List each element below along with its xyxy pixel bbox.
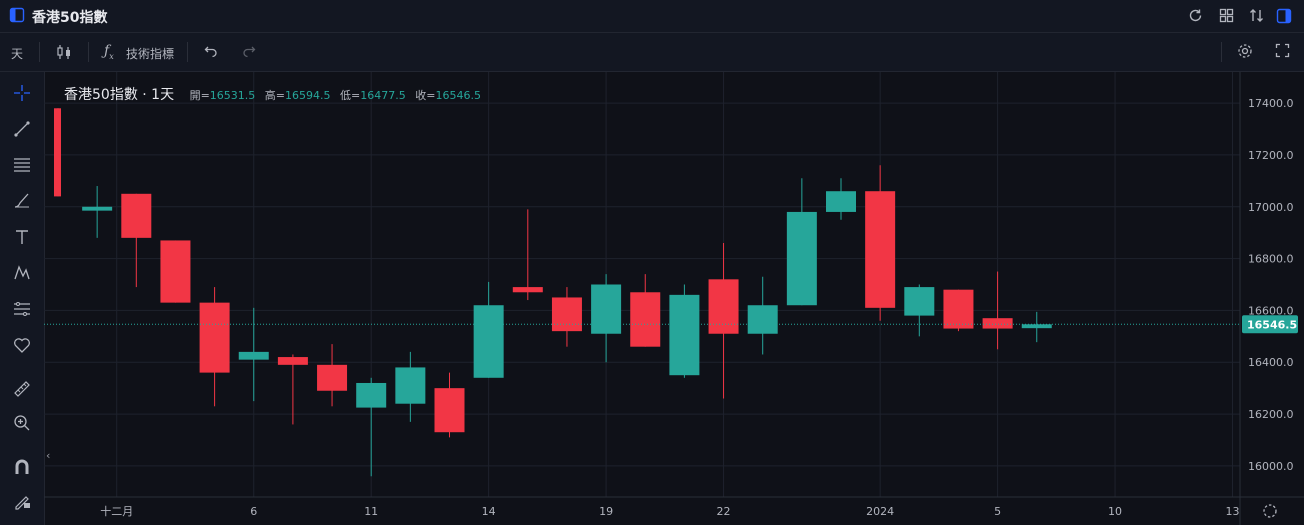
y-tick-label: 16200.0 bbox=[1248, 408, 1294, 421]
top-bar: 香港50指數 bbox=[0, 0, 1304, 33]
high-value: 16594.5 bbox=[285, 89, 331, 102]
y-tick-label: 16400.0 bbox=[1248, 356, 1294, 369]
close-label: 收= bbox=[415, 89, 436, 102]
candle-body bbox=[199, 302, 230, 373]
candle-body bbox=[473, 305, 504, 378]
low-value: 16477.5 bbox=[360, 89, 406, 102]
brush-icon[interactable] bbox=[13, 192, 31, 213]
candle-body bbox=[865, 191, 896, 308]
candle-body bbox=[826, 191, 856, 212]
candle-body bbox=[591, 284, 622, 334]
divider bbox=[1221, 42, 1222, 62]
grid-icon[interactable] bbox=[1219, 8, 1234, 26]
last-price-label: 16546.5 bbox=[1247, 318, 1297, 331]
x-tick-label: 十二月 bbox=[100, 504, 133, 518]
fullscreen-icon[interactable] bbox=[1275, 43, 1290, 61]
candles bbox=[54, 108, 1052, 477]
y-tick-label: 16800.0 bbox=[1248, 253, 1294, 266]
y-tick-label: 16000.0 bbox=[1248, 460, 1294, 473]
chart-grid bbox=[44, 72, 1240, 497]
candle-body bbox=[121, 193, 152, 238]
settings-icon[interactable] bbox=[1237, 43, 1253, 62]
x-tick-label: 14 bbox=[482, 505, 496, 518]
pattern-icon[interactable] bbox=[13, 264, 31, 285]
candle-body bbox=[160, 240, 191, 303]
layout-icon[interactable] bbox=[1276, 8, 1292, 27]
heart-icon[interactable] bbox=[13, 336, 31, 357]
candle-body bbox=[669, 294, 700, 376]
candle-body bbox=[630, 292, 661, 347]
panel-icon[interactable] bbox=[9, 7, 25, 26]
divider bbox=[39, 42, 40, 62]
axes: 16000.0 16200.0 16400.0 16600.0 16800.0 17000… bbox=[44, 72, 1304, 525]
candle-body bbox=[982, 318, 1013, 329]
open-label: 開= bbox=[189, 89, 210, 102]
collapse-arrow-icon[interactable]: ‹ bbox=[46, 449, 51, 462]
x-tick-label: 22 bbox=[717, 505, 731, 518]
forecast-icon[interactable] bbox=[13, 300, 31, 321]
y-tick-label: 17400.0 bbox=[1248, 97, 1294, 110]
price-tag: 16546.5 bbox=[44, 315, 1298, 334]
candle-body bbox=[395, 367, 426, 404]
undo-icon[interactable] bbox=[204, 44, 218, 61]
text-icon[interactable] bbox=[13, 228, 31, 249]
chart-toolbar: 天 ƒx 技術指標 bbox=[0, 33, 1304, 72]
x-tick-label: 6 bbox=[250, 505, 257, 518]
candle-body bbox=[238, 351, 269, 360]
close-value: 16546.5 bbox=[435, 89, 481, 102]
ruler-icon[interactable] bbox=[13, 380, 31, 401]
horizontal-lines-icon[interactable] bbox=[13, 156, 31, 177]
x-tick-label: 2024 bbox=[866, 505, 894, 518]
x-tick-label: 19 bbox=[599, 505, 613, 518]
zoom-in-icon[interactable] bbox=[13, 414, 31, 435]
compare-icon[interactable] bbox=[1249, 8, 1264, 26]
indicators-button[interactable]: 技術指標 bbox=[126, 47, 175, 61]
indicators-icon[interactable]: ƒx bbox=[104, 43, 114, 61]
candle-body bbox=[904, 287, 935, 316]
candle-body bbox=[277, 357, 308, 365]
axis-settings-icon bbox=[1263, 504, 1277, 518]
price-chart[interactable]: 16000.0 16200.0 16400.0 16600.0 16800.0 17000… bbox=[44, 72, 1304, 525]
interval-button[interactable]: 天 bbox=[11, 47, 24, 61]
pencil-lock-icon[interactable] bbox=[13, 492, 31, 513]
divider bbox=[187, 42, 188, 62]
candle-body bbox=[82, 206, 113, 211]
drawing-toolbar: ‹ bbox=[0, 72, 50, 525]
x-tick-label: 5 bbox=[994, 505, 1001, 518]
divider bbox=[88, 42, 89, 62]
symbol-label[interactable]: 香港50指數 · 1天 bbox=[64, 87, 175, 103]
candle-body bbox=[708, 279, 739, 334]
candle-body bbox=[786, 211, 817, 306]
y-tick-label: 17000.0 bbox=[1248, 201, 1294, 214]
app-title: 香港50指數 bbox=[32, 10, 108, 26]
magnet-icon[interactable] bbox=[13, 458, 31, 479]
candle-body bbox=[1021, 324, 1052, 329]
ohlc-legend: 香港50指數 · 1天 開=16531.5 高=16594.5 低=16477.… bbox=[64, 84, 487, 104]
redo-icon[interactable] bbox=[242, 44, 256, 61]
candle-body bbox=[512, 287, 543, 293]
candle-body bbox=[317, 364, 348, 391]
crosshair-icon[interactable] bbox=[13, 84, 31, 105]
candle-body bbox=[551, 297, 582, 332]
candle-body bbox=[943, 289, 974, 329]
low-label: 低= bbox=[340, 89, 361, 102]
candle-body bbox=[54, 108, 61, 197]
y-tick-label: 16600.0 bbox=[1248, 304, 1294, 317]
last-price-tag bbox=[1242, 315, 1298, 334]
open-value: 16531.5 bbox=[209, 89, 256, 102]
trend-line-icon[interactable] bbox=[13, 120, 31, 141]
x-tick-label: 11 bbox=[364, 505, 378, 518]
x-tick-label: 10 bbox=[1108, 505, 1122, 518]
candle-body bbox=[747, 305, 778, 334]
refresh-icon[interactable] bbox=[1188, 8, 1203, 26]
high-label: 高= bbox=[264, 89, 286, 102]
candlestick-icon[interactable] bbox=[56, 44, 72, 63]
x-tick-label: 13 bbox=[1226, 505, 1240, 518]
y-tick-label: 17200.0 bbox=[1248, 149, 1294, 162]
candle-body bbox=[434, 388, 465, 433]
candle-body bbox=[356, 382, 387, 408]
